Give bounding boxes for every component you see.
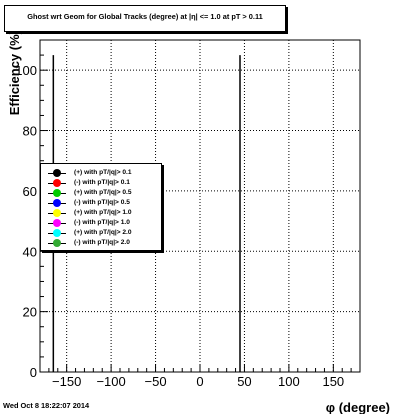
legend-entry: (-) with pT/|q|> 1.0 [41,218,161,228]
legend-entry: (-) with pT/|q|> 2.0 [41,238,161,248]
y-tick-label: 40 [23,244,37,259]
legend-entry: (+) with pT/|q|> 0.5 [41,188,161,198]
x-tick-label: 50 [237,374,251,389]
legend-label: (-) with pT/|q|> 1.0 [74,219,130,226]
chart-title: Ghost wrt Geom for Global Tracks (degree… [27,12,263,21]
legend-label: (+) with pT/|q|> 2.0 [74,229,132,236]
legend-label: (+) with pT/|q|> 1.0 [74,209,132,216]
x-tick-label: −100 [96,374,125,389]
legend-label: (-) with pT/|q|> 0.5 [74,199,130,206]
y-axis-title: Efficiency (%) [7,30,22,115]
legend-marker-icon [53,229,61,237]
y-tick-label: 60 [23,184,37,199]
timestamp-label: Wed Oct 8 18:22:07 2014 [3,401,90,410]
legend-marker-icon [53,199,61,207]
legend-label: (+) with pT/|q|> 0.5 [74,189,132,196]
legend-entry: (-) with pT/|q|> 0.1 [41,178,161,188]
y-tick-label: 20 [23,305,37,320]
y-tick-label: 0 [30,365,37,380]
legend-marker-icon [53,219,61,227]
tick-layer [40,54,352,373]
legend-marker-icon [53,169,61,177]
legend: (+) with pT/|q|> 0.1 (-) with pT/|q|> 0.1… [40,163,162,251]
legend-marker-icon [53,189,61,197]
x-axis-title: φ (degree) [326,400,390,414]
legend-marker-icon [53,239,61,247]
legend-marker-icon [53,209,61,217]
legend-entry: (+) with pT/|q|> 2.0 [41,228,161,238]
legend-entry: (+) with pT/|q|> 0.1 [41,168,161,178]
x-tick-label: −150 [52,374,81,389]
x-tick-label: 100 [278,374,300,389]
x-tick-label: 0 [196,374,203,389]
chart-title-box: Ghost wrt Geom for Global Tracks (degree… [4,5,286,32]
y-tick-label: 80 [23,124,37,139]
label-layer: −150 −100 −50 0 50 100 150 0 20 40 60 80 100 [15,63,344,389]
legend-entry: (-) with pT/|q|> 0.5 [41,198,161,208]
legend-label: (+) with pT/|q|> 0.1 [74,169,132,176]
x-tick-label: −50 [145,374,167,389]
legend-label: (-) with pT/|q|> 0.1 [74,179,130,186]
legend-entry: (+) with pT/|q|> 1.0 [41,208,161,218]
y-tick-label: 100 [15,63,37,78]
legend-marker-icon [53,179,61,187]
x-tick-label: 150 [322,374,344,389]
legend-label: (-) with pT/|q|> 2.0 [74,239,130,246]
